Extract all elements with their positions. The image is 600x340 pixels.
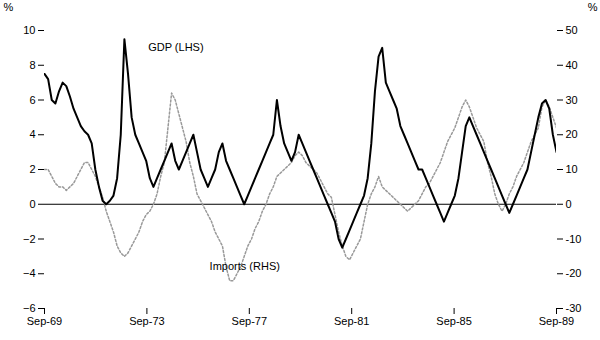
svg-text:10: 10 (566, 163, 578, 175)
svg-text:Sep-69: Sep-69 (27, 315, 62, 327)
svg-text:Sep-77: Sep-77 (232, 315, 267, 327)
svg-text:0: 0 (29, 198, 35, 210)
svg-text:%: % (588, 1, 598, 13)
svg-text:50: 50 (566, 24, 578, 36)
svg-text:Sep-81: Sep-81 (334, 315, 369, 327)
svg-text:-30: -30 (566, 302, 582, 314)
svg-text:10: 10 (23, 24, 35, 36)
svg-text:-10: -10 (566, 233, 582, 245)
svg-text:%: % (4, 1, 14, 13)
svg-text:GDP (LHS): GDP (LHS) (148, 41, 203, 53)
svg-text:6: 6 (29, 94, 35, 106)
svg-text:Sep-89: Sep-89 (539, 315, 574, 327)
svg-text:−2: −2 (23, 233, 36, 245)
svg-text:20: 20 (566, 128, 578, 140)
svg-text:Sep-73: Sep-73 (129, 315, 164, 327)
svg-text:0: 0 (566, 198, 572, 210)
svg-text:Sep-85: Sep-85 (436, 315, 471, 327)
svg-text:4: 4 (29, 128, 35, 140)
svg-text:8: 8 (29, 59, 35, 71)
svg-text:30: 30 (566, 94, 578, 106)
svg-text:−4: −4 (23, 267, 36, 279)
svg-text:2: 2 (29, 163, 35, 175)
svg-text:-20: -20 (566, 267, 582, 279)
svg-text:Imports (RHS): Imports (RHS) (210, 260, 280, 272)
svg-text:40: 40 (566, 59, 578, 71)
svg-text:−6: −6 (23, 302, 36, 314)
